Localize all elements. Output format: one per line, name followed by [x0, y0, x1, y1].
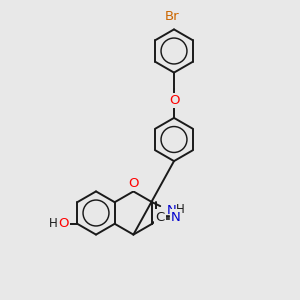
- Text: O: O: [169, 94, 179, 107]
- Text: H: H: [174, 209, 183, 223]
- Text: H: H: [176, 202, 185, 216]
- Text: O: O: [128, 177, 139, 190]
- Text: N: N: [167, 203, 177, 217]
- Text: H: H: [49, 217, 58, 230]
- Text: C: C: [155, 211, 164, 224]
- Text: Br: Br: [165, 10, 180, 23]
- Text: O: O: [58, 217, 68, 230]
- Text: N: N: [171, 211, 181, 224]
